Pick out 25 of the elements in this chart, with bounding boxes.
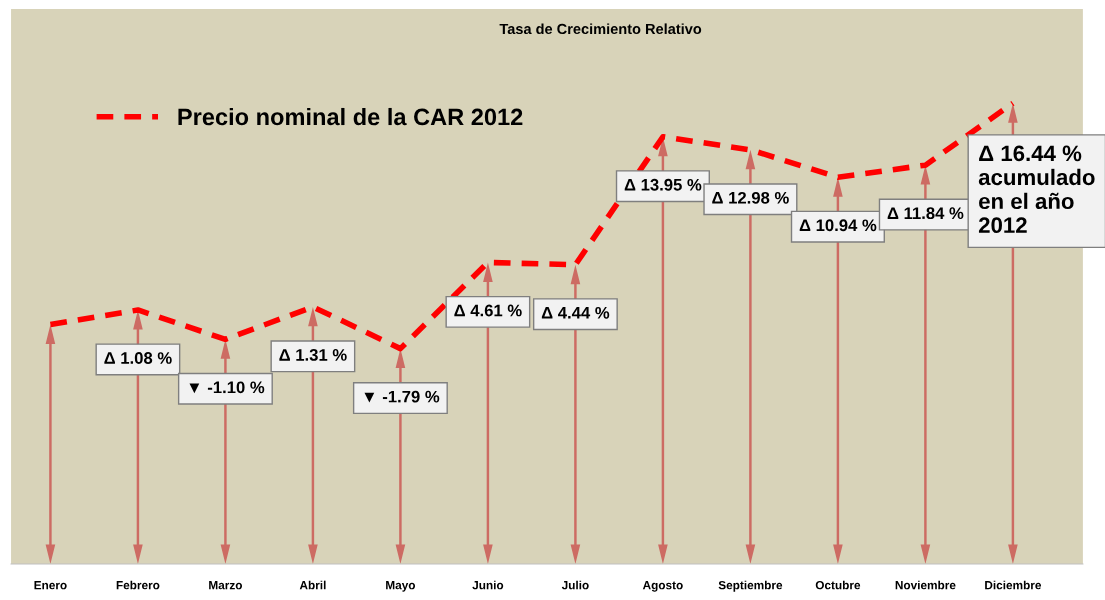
data-label: Δ 11.84 % [887, 207, 964, 220]
data-label: Δ 12.98 % [712, 191, 789, 204]
x-tick-label: Mayo [386, 581, 416, 592]
data-label: Δ 4.44 % [541, 306, 610, 319]
x-tick-label: Abril [299, 580, 326, 590]
x-tick-label: Enero [34, 581, 67, 590]
x-tick-label: Agosto [642, 581, 683, 592]
x-tick-label: Noviembre [895, 580, 956, 590]
legend-label: Precio nominal de la CAR 2012 [178, 107, 523, 126]
x-tick-label: Diciembre [985, 580, 1042, 590]
x-tick-label: Septiembre [718, 580, 783, 592]
x-tick-label: Junio [472, 580, 504, 590]
data-label: ▼ -1.79 % [364, 390, 440, 403]
data-label: Δ 4.61 % [454, 304, 522, 317]
data-label: Δ 16.44 % acumulado en el año 2012 [978, 145, 1095, 234]
x-tick-label: Marzo [209, 581, 243, 590]
data-label: Δ 1.31 % [279, 349, 347, 361]
data-label: Δ 13.95 % [624, 178, 702, 191]
x-tick-label: Octubre [815, 580, 861, 590]
data-label: Δ 10.94 % [799, 219, 877, 232]
data-label: Δ 1.08 % [104, 352, 172, 364]
chart-title: Tasa de Crecimiento Relativo [499, 23, 702, 35]
data-label: ▼ -1.10 % [189, 381, 265, 394]
x-tick-label: Febrero [116, 580, 160, 590]
x-tick-label: Julio [561, 580, 589, 590]
